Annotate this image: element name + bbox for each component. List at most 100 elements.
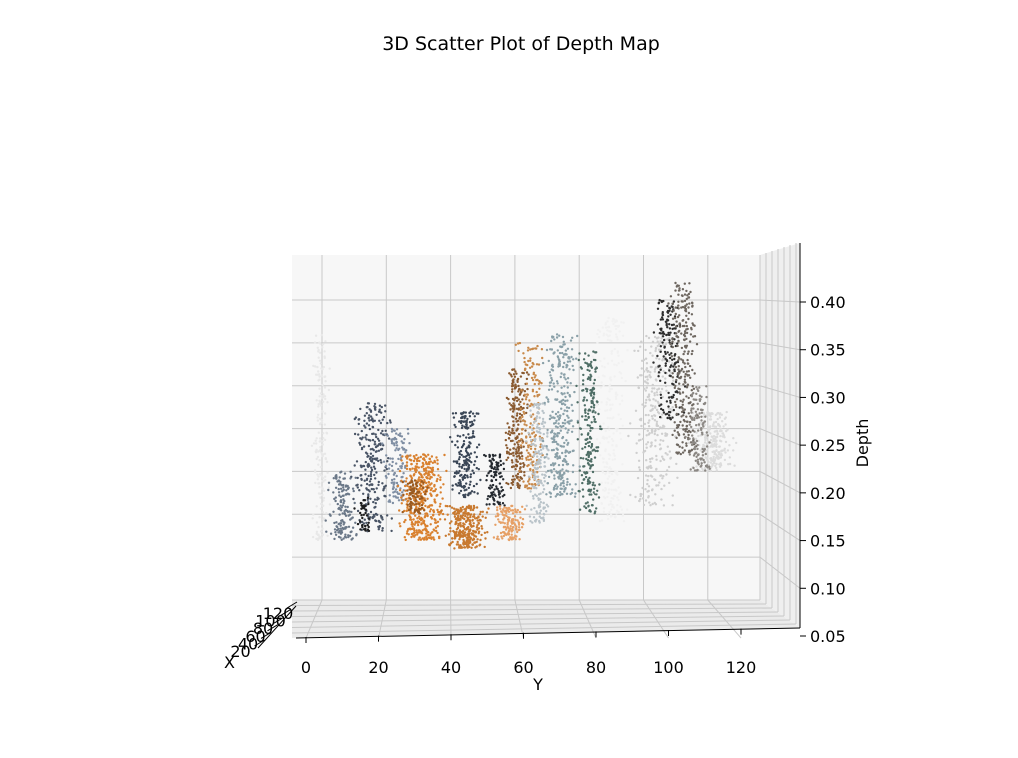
point-c7: [475, 545, 478, 548]
point-c8: [449, 436, 452, 439]
point-c17: [647, 395, 651, 398]
point-c19: [682, 433, 686, 436]
point-c14: [546, 482, 550, 485]
point-c16: [619, 432, 622, 435]
point-c19: [678, 388, 681, 391]
point-c18: [674, 380, 678, 384]
point-c19: [685, 420, 689, 423]
point-c21: [694, 451, 697, 454]
point-c10: [511, 512, 515, 515]
point-c16: [606, 514, 609, 517]
point-c17: [655, 458, 658, 461]
point-c17: [661, 343, 665, 347]
point-c18: [670, 395, 673, 399]
point-c5: [436, 459, 439, 462]
point-c15: [588, 476, 591, 480]
point-c19: [685, 415, 688, 418]
point-c7: [458, 538, 461, 541]
point-c15: [581, 488, 585, 491]
point-c5: [404, 489, 407, 492]
point-c16: [598, 330, 602, 333]
point-c5: [427, 466, 430, 469]
x-tick-label-0: 20: [230, 642, 250, 661]
point-c17: [656, 424, 660, 428]
point-c1: [340, 538, 343, 541]
point-c17: [655, 484, 658, 487]
point-c20: [721, 420, 724, 423]
point-c4: [395, 474, 398, 478]
point-c8: [465, 436, 468, 439]
point-c20: [711, 450, 714, 454]
point-c9: [488, 454, 492, 458]
point-c17: [650, 431, 654, 434]
point-c16: [613, 375, 616, 378]
point-c3: [361, 524, 364, 527]
point-c21: [696, 443, 699, 447]
point-c17: [654, 439, 657, 442]
point-c17: [646, 441, 650, 444]
point-c20: [711, 463, 714, 466]
point-c3: [359, 501, 363, 505]
point-c2: [374, 502, 377, 505]
point-c15: [588, 493, 591, 496]
point-c10: [499, 531, 503, 535]
point-c11: [515, 448, 518, 451]
point-c20: [716, 454, 719, 458]
point-c14: [559, 469, 562, 472]
point-c13: [539, 501, 543, 504]
point-c11: [518, 403, 521, 406]
point-c2: [362, 492, 365, 495]
point-c8: [464, 459, 467, 463]
point-c2: [365, 433, 368, 437]
point-c21: [699, 457, 702, 460]
point-c2: [363, 424, 366, 427]
point-c19: [678, 323, 681, 326]
point-c6: [420, 506, 424, 510]
point-c21: [693, 418, 696, 422]
point-c19: [678, 329, 681, 333]
point-c9: [488, 459, 491, 462]
point-c21: [702, 421, 705, 425]
point-c19: [669, 342, 672, 346]
point-c17: [634, 409, 638, 412]
point-c21: [701, 408, 704, 412]
y-tick-label-3: 60: [513, 658, 533, 677]
point-c19: [680, 415, 683, 418]
point-c4: [404, 466, 407, 469]
point-c11: [516, 482, 519, 485]
point-c5: [431, 514, 435, 517]
point-c0: [318, 373, 321, 376]
point-c0: [318, 351, 322, 354]
point-c13: [538, 458, 541, 461]
point-c2: [380, 461, 383, 464]
point-c18: [666, 311, 670, 314]
point-c6: [402, 493, 405, 496]
side-grid-z-6: [759, 342, 801, 351]
point-c19: [679, 392, 682, 395]
point-c17: [642, 451, 645, 454]
point-c12: [520, 438, 523, 441]
point-c1: [334, 486, 338, 489]
point-c0: [316, 416, 319, 419]
point-c15: [588, 440, 591, 444]
point-c16: [612, 449, 615, 452]
point-c13: [525, 440, 528, 443]
point-c16: [621, 514, 624, 517]
point-c6: [420, 480, 423, 483]
point-c13: [540, 422, 543, 425]
point-c2: [353, 432, 357, 436]
z-tick-label-4: 0.25: [810, 436, 846, 455]
point-c17: [636, 476, 640, 480]
point-c20: [714, 420, 718, 424]
point-c20: [703, 466, 707, 470]
point-c16: [606, 495, 609, 499]
point-c16: [621, 512, 625, 515]
point-c9: [495, 474, 498, 477]
point-c10: [513, 515, 517, 518]
point-c11: [511, 480, 515, 484]
point-c18: [667, 410, 671, 414]
point-c12: [530, 365, 534, 368]
point-c0: [319, 362, 322, 365]
point-c17: [654, 429, 657, 432]
point-c15: [590, 504, 594, 507]
